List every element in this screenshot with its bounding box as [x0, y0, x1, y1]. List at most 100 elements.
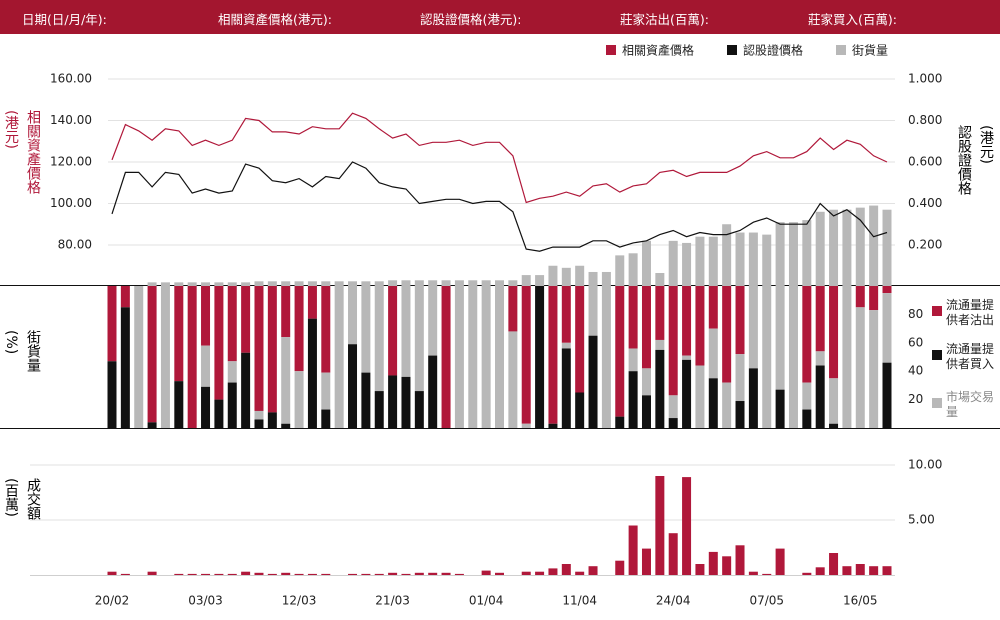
- buyer-bar: [348, 344, 358, 428]
- turnover-bar: [802, 572, 812, 575]
- volume-bar: [869, 205, 879, 287]
- turnover-bar: [361, 573, 371, 575]
- turnover-bar: [107, 571, 117, 575]
- turnover-bar: [575, 571, 585, 575]
- volume-bar: [682, 242, 692, 287]
- volume-bar: [855, 207, 865, 287]
- volume-bar: [641, 240, 651, 287]
- y2-tick-label: 0.800: [908, 113, 942, 127]
- seller-bar: [722, 286, 732, 383]
- volume-bar: [815, 211, 825, 287]
- seller-bar: [147, 286, 157, 423]
- market-bar: [334, 286, 344, 428]
- seller-bar: [815, 286, 825, 352]
- y-axis-label-unit: (%): [3, 330, 19, 355]
- market-bar: [254, 410, 264, 420]
- turnover-bar: [668, 533, 678, 575]
- y-tick-label: 120.00: [50, 154, 92, 168]
- x-tick-label: 03/03: [188, 594, 223, 608]
- volume-bar: [561, 267, 571, 287]
- market-bar: [294, 371, 304, 428]
- y2-tick-label: 0.400: [908, 196, 942, 210]
- volume-bar: [294, 281, 304, 287]
- buyer-bar: [775, 389, 785, 428]
- seller-bar: [641, 286, 651, 369]
- seller-bar: [107, 286, 117, 362]
- volume-bar: [241, 282, 251, 287]
- market-bar: [561, 342, 571, 349]
- turnover-bar: [294, 573, 304, 575]
- volume-bar: [414, 280, 424, 287]
- market-bar: [788, 286, 798, 428]
- turnover-bar: [241, 571, 251, 575]
- seller-bar: [575, 286, 585, 393]
- volume-bar: [361, 281, 371, 287]
- volume-bar: [628, 253, 638, 287]
- y2-axis-label: 認股證價格 (港元): [953, 125, 997, 195]
- seller-bar: [254, 286, 264, 411]
- y2-tick-label: 1.000: [908, 71, 942, 85]
- buyer-bar: [147, 422, 157, 428]
- turnover-bar: [722, 556, 732, 575]
- seller-bar: [668, 286, 678, 396]
- turnover-bar: [201, 573, 211, 575]
- market-bar: [708, 328, 718, 379]
- market-bar: [428, 286, 438, 356]
- legend-swatch: [606, 45, 616, 55]
- market-bar: [348, 286, 358, 345]
- seller-bar: [267, 286, 277, 413]
- turnover-bar: [882, 566, 892, 575]
- market-bar: [668, 395, 678, 419]
- y-axis-label: 街貨量 (%): [0, 330, 44, 372]
- volume-bar: [655, 273, 665, 287]
- turnover-bar: [428, 572, 438, 575]
- buyer-bar: [802, 409, 812, 428]
- header-label: 莊家沽出(百萬):: [620, 12, 709, 27]
- volume-bar: [521, 275, 531, 287]
- y-tick-label: 140.00: [50, 113, 92, 127]
- volume-bar: [601, 271, 611, 287]
- header-label: 日期(日/月/年):: [22, 12, 107, 27]
- y2-axis-label-text: 認股證價格: [956, 125, 972, 195]
- turnover-bar: [441, 572, 451, 575]
- turnover-bar: [628, 525, 638, 575]
- market-bar: [842, 286, 852, 428]
- market-bar: [748, 286, 758, 369]
- volume-bar: [267, 281, 277, 287]
- seller-bar: [628, 286, 638, 349]
- market-bar: [414, 286, 424, 392]
- volume-bar: [187, 282, 197, 287]
- volume-bar: [227, 282, 237, 287]
- seller-bar: [120, 286, 130, 308]
- x-tick-label: 07/05: [749, 594, 784, 608]
- x-tick-label: 16/05: [843, 594, 878, 608]
- y-axis-label-text: 相關資產價格: [25, 110, 41, 194]
- market-bar: [695, 365, 705, 428]
- volume-bar: [762, 234, 772, 287]
- y-axis-label: 相關資產價格 (港元): [0, 110, 44, 194]
- market-bar: [481, 286, 491, 428]
- buyer-bar: [575, 392, 585, 428]
- buyer-bar: [548, 423, 558, 428]
- market-bar: [829, 378, 839, 424]
- seller-bar: [561, 286, 571, 343]
- turnover-bar: [548, 568, 558, 575]
- seller-bar: [241, 286, 251, 353]
- seller-bar: [735, 286, 745, 355]
- x-tick-label: 24/04: [656, 594, 691, 608]
- buyer-bar: [682, 359, 692, 428]
- seller-bar: [855, 286, 865, 308]
- volume-bar: [468, 280, 478, 287]
- legend-swatch: [932, 350, 942, 360]
- seller-bar: [695, 286, 705, 366]
- volume-bar: [374, 281, 384, 287]
- legend-swatch: [932, 398, 942, 408]
- price-line: [111, 112, 888, 204]
- y-tick-label: 40: [908, 364, 923, 378]
- header-bar: 日期(日/月/年): 相關資產價格(港元): 認股證價格(港元): 莊家沽出(百…: [0, 0, 1000, 34]
- buyer-bar: [401, 376, 411, 428]
- turnover-bar: [147, 571, 157, 575]
- legend-label: 市場交易量: [946, 390, 995, 419]
